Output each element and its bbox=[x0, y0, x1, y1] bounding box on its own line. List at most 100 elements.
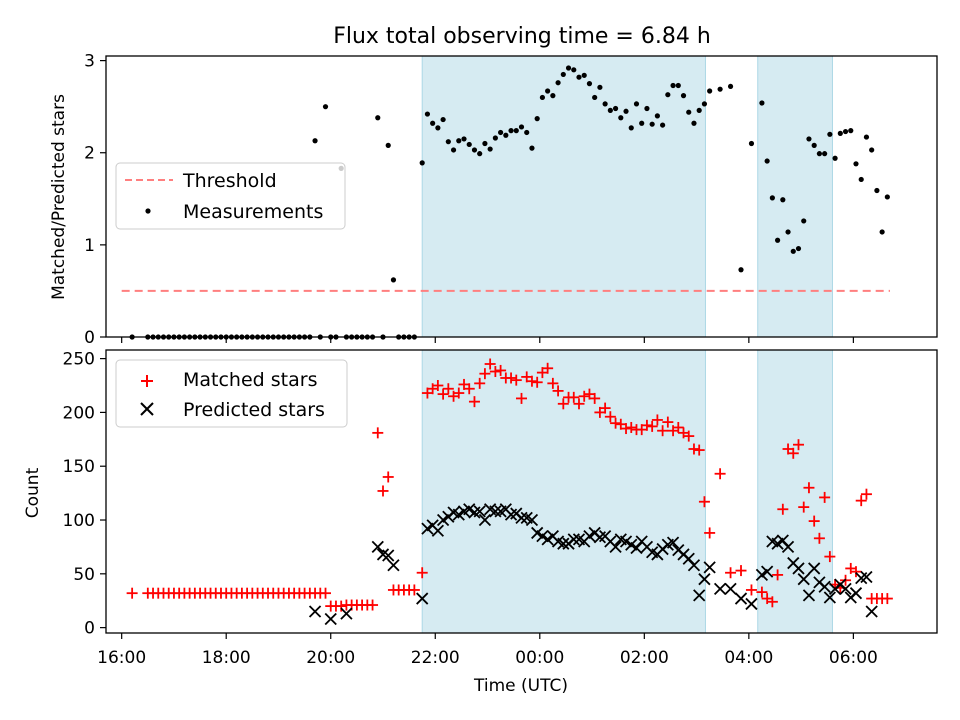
x-tick-label: 02:00 bbox=[620, 648, 669, 668]
predicted-star-point bbox=[839, 582, 852, 596]
top-shaded-region bbox=[421, 55, 706, 338]
matched-stars-layer bbox=[126, 358, 893, 612]
matched-star-point bbox=[772, 569, 784, 581]
measurement-point bbox=[545, 88, 551, 94]
measurement-point bbox=[534, 116, 540, 122]
predicted-star-point bbox=[761, 565, 774, 578]
predicted-star-point bbox=[860, 570, 873, 584]
measurement-point bbox=[738, 267, 744, 273]
measurement-point bbox=[477, 151, 483, 157]
predicted-star-point bbox=[734, 592, 748, 605]
bottom-y-tick-label: 150 bbox=[63, 457, 95, 477]
x-tick-label: 00:00 bbox=[515, 648, 564, 668]
matched-star-point bbox=[813, 532, 825, 544]
matched-legend-label: Matched stars bbox=[183, 369, 317, 391]
predicted-stars-layer bbox=[308, 503, 878, 626]
top-legend: Threshold Measurements bbox=[115, 162, 346, 230]
measurement-point bbox=[785, 229, 791, 235]
top-shaded-region bbox=[757, 55, 833, 338]
matched-star-point bbox=[662, 416, 674, 428]
measurement-point bbox=[390, 277, 397, 283]
predicted-star-point bbox=[525, 513, 539, 527]
x-tick-label: 06:00 bbox=[829, 648, 878, 668]
measurement-point bbox=[466, 141, 472, 148]
predicted-star-point bbox=[808, 562, 821, 575]
predicted-star-point bbox=[849, 587, 863, 600]
matched-star-point bbox=[568, 391, 580, 403]
bottom-y-axis-label: Count bbox=[23, 467, 43, 518]
bottom-panel: 0 50 100 150 200 250 16:00 18:00 20:00 22:00 00:0… bbox=[23, 349, 938, 696]
matched-star-point bbox=[725, 567, 737, 579]
measurement-point bbox=[691, 120, 697, 126]
matched-star-point bbox=[432, 380, 444, 392]
matched-star-point bbox=[745, 584, 757, 596]
measurement-point bbox=[811, 142, 817, 148]
matched-star-point bbox=[372, 427, 384, 439]
measurement-point bbox=[853, 161, 859, 167]
bottom-y-tick-label: 0 bbox=[84, 619, 95, 639]
measurement-point bbox=[513, 128, 519, 134]
measurement-point bbox=[612, 105, 619, 112]
figure-title: Flux total observing time = 6.84 h bbox=[333, 24, 711, 49]
measurement-point bbox=[597, 84, 603, 90]
measurement-point bbox=[748, 140, 755, 147]
measurement-point bbox=[375, 115, 381, 121]
x-tick-label: 18:00 bbox=[202, 648, 251, 668]
measurement-point bbox=[639, 120, 645, 126]
measurement-point bbox=[696, 107, 702, 113]
predicted-star-point bbox=[387, 559, 400, 572]
measurement-point bbox=[707, 88, 713, 94]
measurement-point bbox=[456, 138, 462, 144]
measurements-legend-swatch bbox=[145, 208, 151, 214]
matched-star-point bbox=[335, 600, 347, 612]
predicted-star-point bbox=[713, 582, 727, 596]
predicted-star-point bbox=[478, 513, 492, 527]
predicted-star-point bbox=[382, 549, 395, 562]
matched-star-point bbox=[505, 372, 517, 384]
matched-star-point bbox=[367, 599, 379, 611]
top-panel: 0 1 2 3 Matched/Predicted stars Threshold M… bbox=[49, 52, 938, 348]
measurement-point bbox=[822, 151, 828, 157]
measurement-point bbox=[701, 101, 708, 107]
matched-star-point bbox=[693, 444, 705, 456]
measurement-point bbox=[492, 135, 498, 141]
matched-star-point bbox=[377, 485, 389, 497]
measurement-point bbox=[816, 151, 823, 157]
matched-star-point bbox=[547, 377, 559, 389]
top-legend-box bbox=[115, 162, 346, 230]
measurement-point bbox=[503, 132, 509, 138]
matched-star-point bbox=[688, 443, 700, 455]
measurement-point bbox=[322, 104, 329, 110]
measurement-point bbox=[560, 71, 566, 78]
measurement-point bbox=[586, 81, 593, 87]
measurement-point bbox=[471, 147, 478, 153]
measurement-point bbox=[879, 229, 885, 235]
measurement-point bbox=[660, 122, 666, 128]
bottom-shaded-regions bbox=[421, 349, 833, 634]
measurement-point bbox=[801, 218, 807, 224]
matched-star-point bbox=[683, 430, 695, 442]
matched-star-point bbox=[756, 586, 768, 598]
predicted-star-point bbox=[802, 589, 816, 602]
threshold-legend-label: Threshold bbox=[182, 170, 277, 192]
measurement-point bbox=[602, 101, 608, 107]
matched-star-point bbox=[479, 368, 491, 380]
measurement-point bbox=[576, 74, 582, 80]
measurement-point bbox=[524, 129, 530, 136]
matched-star-point bbox=[557, 398, 569, 410]
bottom-y-tick-label: 50 bbox=[73, 565, 95, 585]
bottom-legend-box bbox=[115, 359, 348, 428]
matched-star-point bbox=[855, 495, 867, 507]
predicted-star-point bbox=[703, 561, 716, 574]
measurement-point bbox=[618, 115, 624, 121]
measurement-point bbox=[633, 101, 640, 107]
measurement-point bbox=[385, 142, 391, 148]
top-x-ticks bbox=[121, 337, 854, 343]
matched-star-point bbox=[320, 587, 332, 599]
predicted-legend-swatch bbox=[140, 402, 154, 416]
predicted-star-point bbox=[489, 505, 502, 518]
predicted-star-point bbox=[431, 524, 445, 537]
measurement-point bbox=[769, 195, 775, 201]
matched-star-point bbox=[468, 396, 480, 408]
measurements-legend-label: Measurements bbox=[183, 201, 323, 223]
